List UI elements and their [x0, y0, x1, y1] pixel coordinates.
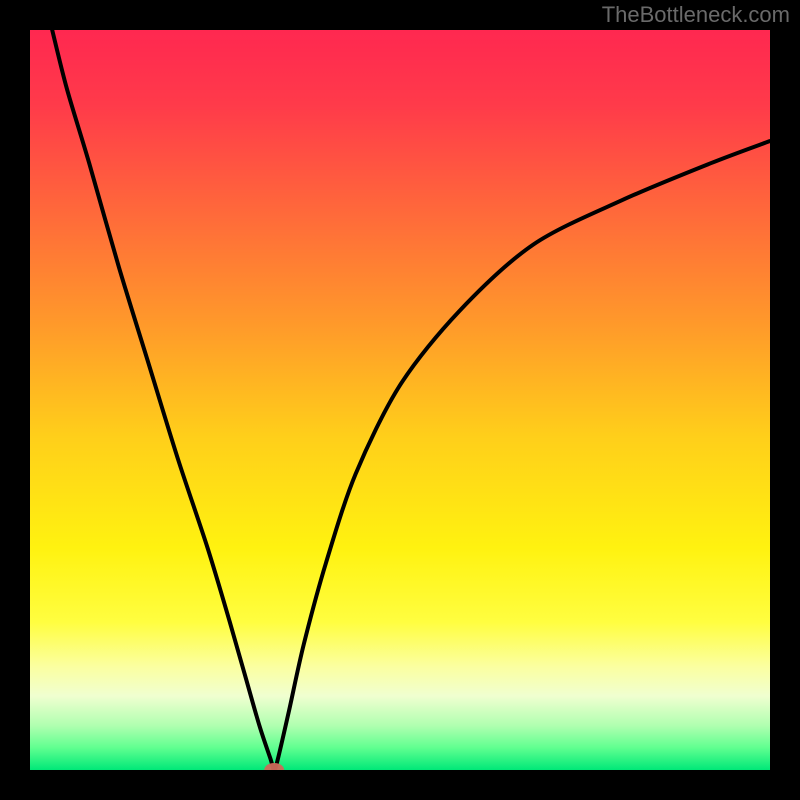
bottleneck-chart: [0, 0, 800, 800]
chart-background-gradient: [30, 30, 770, 770]
watermark-text: TheBottleneck.com: [602, 2, 790, 28]
